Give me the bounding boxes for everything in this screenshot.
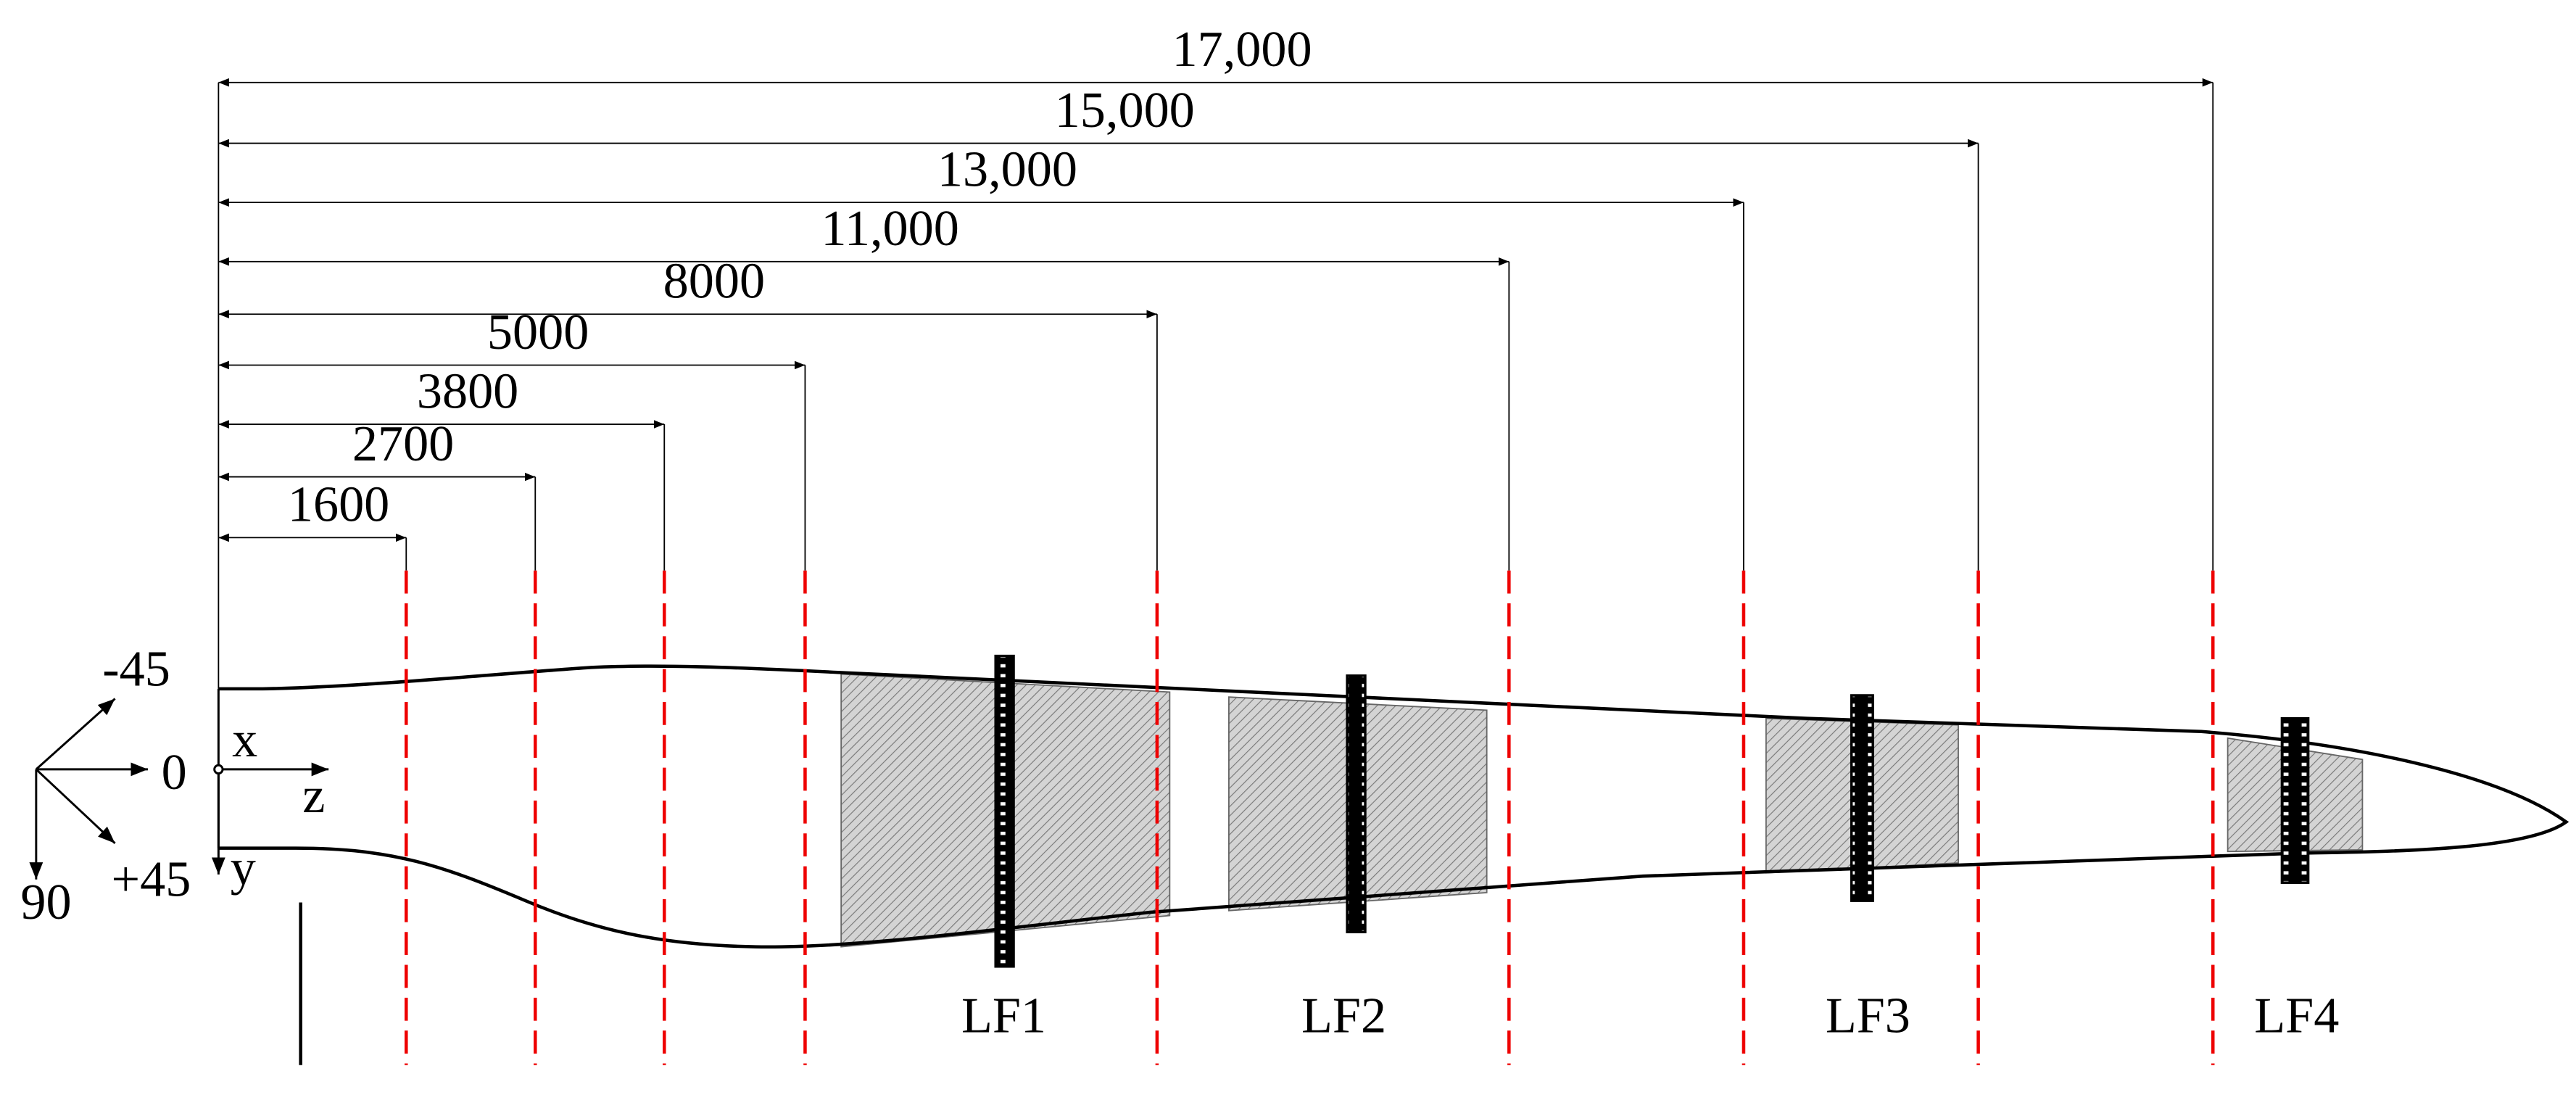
dimension-label: 15,000 [1055,82,1195,139]
dimension-label: 11,000 [821,200,959,257]
load-frame-label: LF3 [1826,987,1910,1044]
coordinate-axes [211,688,329,1065]
coordinate-label: y [231,840,256,896]
dimension-label: 17,000 [1172,21,1312,78]
load-frame-clamp [1850,694,1874,902]
load-frame-clamp [1346,674,1367,933]
dimension-label: 5000 [487,304,589,360]
dimension-label: 1600 [288,476,389,533]
angle-label: -45 [102,640,170,697]
dimension-label: 3800 [417,363,518,419]
coordinate-label: z [302,767,325,824]
angle-axes [29,698,148,880]
load-frame-label: LF4 [2254,987,2339,1044]
coordinate-label: x [232,711,257,768]
load-frame-label: LF1 [961,987,1046,1044]
load-frame-clamp [2280,716,2310,884]
angle-label: 90 [20,874,71,930]
drawing: LF1 LF2 LF3 LF4 -45 0 +45 90 x y z 16002… [20,21,2569,1065]
load-frame-clamp [994,654,1015,968]
load-frame-label: LF2 [1301,987,1386,1044]
dimension-label: 13,000 [937,141,1077,197]
angle-label: +45 [112,851,191,907]
angle-label: 0 [162,744,187,801]
blade-outline [218,664,2569,949]
